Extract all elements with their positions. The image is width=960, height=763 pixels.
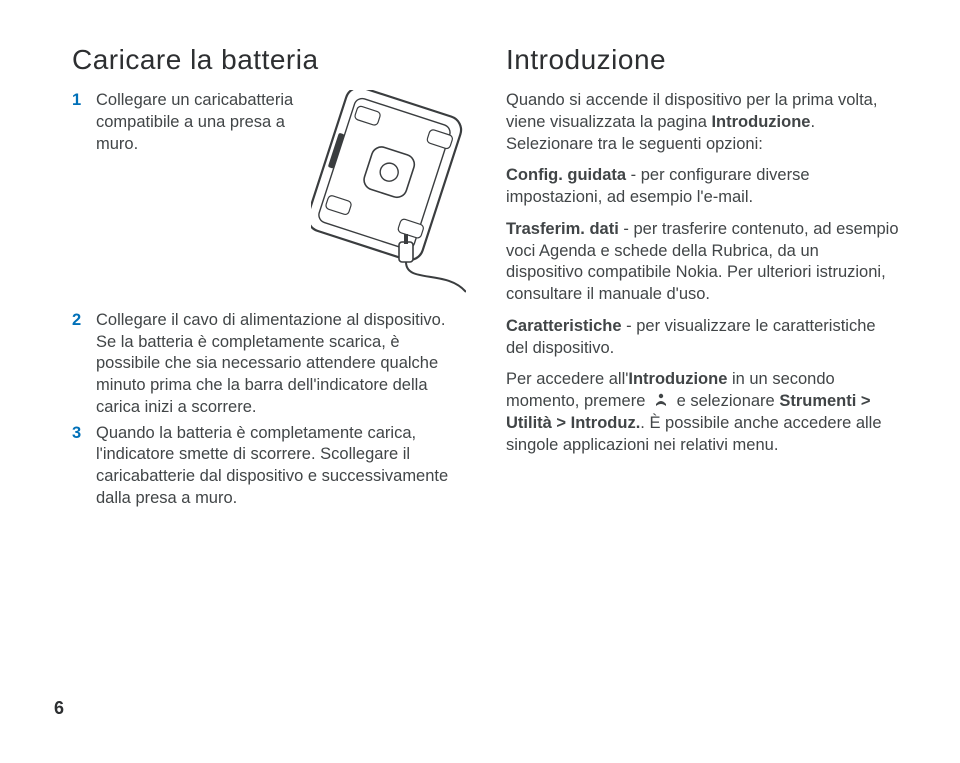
section-title-intro: Introduzione — [506, 44, 900, 76]
phone-charging-icon — [311, 90, 466, 299]
section-title-battery: Caricare la batteria — [72, 44, 466, 76]
option-features: Caratteristiche - per visualizzare le ca… — [506, 316, 900, 360]
option-config-term: Config. guidata — [506, 166, 626, 184]
access-text-c: e selezionare — [672, 392, 779, 410]
step-2-text: Collegare il cavo di alimentazione al di… — [96, 310, 466, 419]
step-2: Collegare il cavo di alimentazione al di… — [72, 310, 466, 419]
intro-page-term: Introduzione — [711, 113, 810, 131]
access-paragraph: Per accedere all'Introduzione in un seco… — [506, 369, 900, 456]
menu-key-icon — [652, 391, 670, 409]
access-intro-term: Introduzione — [628, 370, 727, 388]
option-transfer-term: Trasferim. dati — [506, 220, 619, 238]
left-column: Caricare la batteria — [72, 44, 466, 514]
intro-text-a: Quando si accende il dispositivo per la … — [506, 91, 877, 131]
step-1: Collegare un caricabatteria compatibile … — [72, 90, 466, 306]
charging-steps: Collegare un caricabatteria compatibile … — [72, 90, 466, 510]
phone-illustration — [311, 90, 466, 306]
option-transfer: Trasferim. dati - per trasferire contenu… — [506, 219, 900, 306]
page-number: 6 — [54, 698, 64, 719]
option-config: Config. guidata - per configurare divers… — [506, 165, 900, 209]
step-3-text: Quando la batteria è completamente caric… — [96, 423, 466, 510]
step-3: Quando la batteria è completamente caric… — [72, 423, 466, 510]
option-features-term: Caratteristiche — [506, 317, 622, 335]
right-column: Introduzione Quando si accende il dispos… — [506, 44, 900, 514]
intro-paragraph: Quando si accende il dispositivo per la … — [506, 90, 900, 155]
access-text-a: Per accedere all' — [506, 370, 628, 388]
